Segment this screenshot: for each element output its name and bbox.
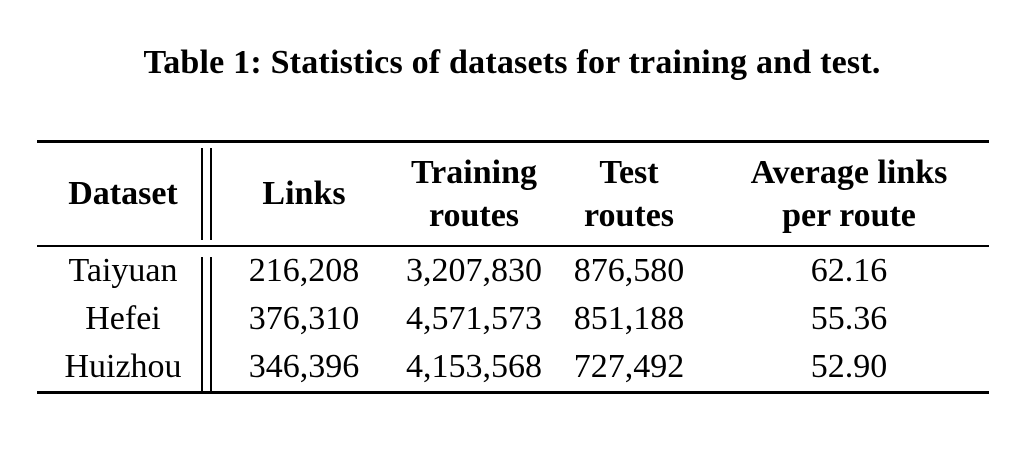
- header-label: Training: [411, 153, 537, 191]
- cell-links: 376,310: [248, 299, 360, 337]
- header-cell-links: Links: [209, 142, 399, 246]
- cell-average-links: 55.36: [810, 299, 888, 337]
- cell-test-routes: 876,580: [573, 251, 685, 289]
- cell-average-links: 62.16: [810, 251, 888, 289]
- row-taiyuan: Taiyuan 216,208 3,207,830 876,580 62.16: [37, 246, 989, 295]
- header-cell-average-links: Average links per route: [709, 142, 989, 246]
- cell-dataset: Taiyuan: [68, 251, 178, 289]
- header-cell-test-routes: Test routes: [549, 142, 709, 246]
- vertical-double-rule-right-body: [210, 257, 212, 392]
- vertical-double-rule-left-body: [201, 257, 203, 392]
- row-hefei: Hefei 376,310 4,571,573 851,188 55.36: [37, 295, 989, 343]
- cell-training-routes: 4,571,573: [406, 299, 542, 337]
- table-body: Taiyuan 216,208 3,207,830 876,580 62.16 …: [37, 246, 989, 393]
- statistics-table: Dataset Links Training routes Test route…: [37, 140, 989, 394]
- header-label: Dataset: [68, 175, 178, 213]
- vertical-double-rule-right-header: [210, 148, 212, 240]
- cell-links: 216,208: [248, 251, 360, 289]
- cell-training-routes: 3,207,830: [406, 251, 542, 289]
- cell-dataset: Huizhou: [64, 347, 182, 385]
- header-cell-training-routes: Training routes: [399, 142, 549, 246]
- header-cell-dataset: Dataset: [37, 142, 209, 246]
- cell-training-routes: 4,153,568: [406, 347, 542, 385]
- cell-test-routes: 727,492: [573, 347, 685, 385]
- datasets-table: Dataset Links Training routes Test route…: [37, 140, 989, 394]
- vertical-double-rule-left-header: [201, 148, 203, 240]
- table-caption: Table 1: Statistics of datasets for trai…: [143, 44, 881, 81]
- header-label: routes: [583, 196, 675, 234]
- cell-test-routes: 851,188: [573, 299, 685, 337]
- table-header: Dataset Links Training routes Test route…: [37, 142, 989, 246]
- header-label: Test: [599, 153, 659, 191]
- header-label: Links: [262, 175, 346, 213]
- cell-average-links: 52.90: [810, 347, 888, 385]
- header-label: routes: [428, 196, 520, 234]
- header-label: per route: [782, 196, 916, 234]
- row-huizhou: Huizhou 346,396 4,153,568 727,492 52.90: [37, 343, 989, 393]
- cell-dataset: Hefei: [85, 299, 161, 337]
- header-label: Average links: [750, 153, 948, 191]
- header-row: Dataset Links Training routes Test route…: [37, 142, 989, 246]
- cell-links: 346,396: [248, 347, 360, 385]
